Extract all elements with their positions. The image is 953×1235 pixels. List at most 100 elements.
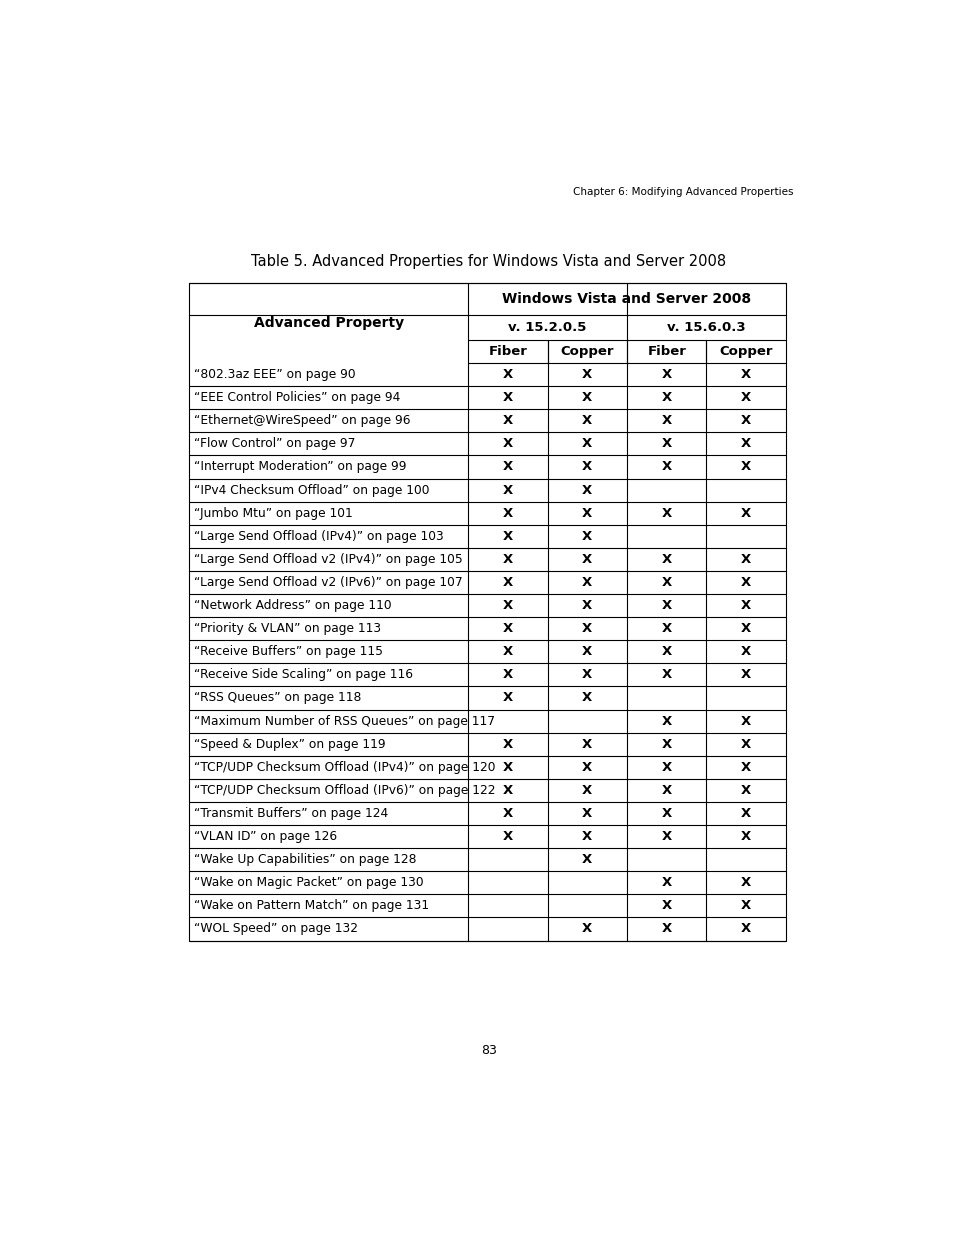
Text: X: X (740, 368, 750, 382)
Text: X: X (502, 668, 513, 682)
Text: “Wake Up Capabilities” on page 128: “Wake Up Capabilities” on page 128 (194, 853, 416, 866)
Text: Table 5. Advanced Properties for Windows Vista and Server 2008: Table 5. Advanced Properties for Windows… (251, 254, 726, 269)
Text: “VLAN ID” on page 126: “VLAN ID” on page 126 (194, 830, 337, 844)
Text: X: X (660, 784, 671, 797)
Text: X: X (740, 599, 750, 613)
Text: X: X (660, 368, 671, 382)
Text: X: X (581, 414, 592, 427)
Text: “Transmit Buffers” on page 124: “Transmit Buffers” on page 124 (194, 806, 388, 820)
Text: Fiber: Fiber (646, 345, 685, 358)
Text: X: X (660, 599, 671, 613)
Text: X: X (581, 506, 592, 520)
Text: X: X (502, 368, 513, 382)
Text: X: X (740, 622, 750, 635)
Text: X: X (502, 391, 513, 404)
Text: X: X (581, 461, 592, 473)
Text: Fiber: Fiber (488, 345, 527, 358)
Text: X: X (502, 692, 513, 704)
Text: X: X (740, 830, 750, 844)
Text: “Large Send Offload v2 (IPv6)” on page 107: “Large Send Offload v2 (IPv6)” on page 1… (194, 576, 462, 589)
Text: “802.3az EEE” on page 90: “802.3az EEE” on page 90 (194, 368, 355, 382)
Text: X: X (740, 437, 750, 451)
Text: “Ethernet@WireSpeed” on page 96: “Ethernet@WireSpeed” on page 96 (194, 414, 411, 427)
Text: X: X (581, 437, 592, 451)
Text: X: X (660, 761, 671, 774)
Text: X: X (660, 737, 671, 751)
Text: X: X (502, 484, 513, 496)
Text: “IPv4 Checksum Offload” on page 100: “IPv4 Checksum Offload” on page 100 (194, 484, 430, 496)
Text: “Jumbo Mtu” on page 101: “Jumbo Mtu” on page 101 (194, 506, 353, 520)
Text: X: X (740, 461, 750, 473)
Text: X: X (581, 737, 592, 751)
Text: “Large Send Offload (IPv4)” on page 103: “Large Send Offload (IPv4)” on page 103 (194, 530, 444, 542)
Text: X: X (502, 414, 513, 427)
Text: “Flow Control” on page 97: “Flow Control” on page 97 (194, 437, 355, 451)
Text: “Wake on Magic Packet” on page 130: “Wake on Magic Packet” on page 130 (194, 877, 423, 889)
Text: X: X (581, 761, 592, 774)
Text: X: X (581, 599, 592, 613)
Text: X: X (502, 599, 513, 613)
Text: X: X (660, 830, 671, 844)
Text: X: X (740, 784, 750, 797)
Text: X: X (502, 576, 513, 589)
Text: X: X (502, 830, 513, 844)
Text: X: X (502, 806, 513, 820)
Text: X: X (660, 506, 671, 520)
Text: X: X (581, 645, 592, 658)
Bar (189, 283, 785, 941)
Text: “TCP/UDP Checksum Offload (IPv4)” on page 120: “TCP/UDP Checksum Offload (IPv4)” on pag… (194, 761, 496, 774)
Text: X: X (502, 737, 513, 751)
Text: X: X (660, 899, 671, 913)
Text: X: X (502, 461, 513, 473)
Text: X: X (581, 576, 592, 589)
Text: v. 15.2.0.5: v. 15.2.0.5 (508, 321, 586, 335)
Text: X: X (740, 391, 750, 404)
Text: X: X (502, 437, 513, 451)
Text: X: X (502, 622, 513, 635)
Text: “Receive Side Scaling” on page 116: “Receive Side Scaling” on page 116 (194, 668, 413, 682)
Text: “Receive Buffers” on page 115: “Receive Buffers” on page 115 (194, 645, 383, 658)
Text: X: X (660, 437, 671, 451)
Text: X: X (660, 806, 671, 820)
Text: Chapter 6: Modifying Advanced Properties: Chapter 6: Modifying Advanced Properties (573, 186, 793, 196)
Text: X: X (502, 645, 513, 658)
Text: X: X (740, 761, 750, 774)
Text: X: X (502, 506, 513, 520)
Text: X: X (660, 391, 671, 404)
Text: “EEE Control Policies” on page 94: “EEE Control Policies” on page 94 (194, 391, 400, 404)
Text: “Large Send Offload v2 (IPv4)” on page 105: “Large Send Offload v2 (IPv4)” on page 1… (194, 553, 463, 566)
Text: X: X (740, 668, 750, 682)
Text: X: X (740, 899, 750, 913)
Text: X: X (660, 923, 671, 935)
Text: “TCP/UDP Checksum Offload (IPv6)” on page 122: “TCP/UDP Checksum Offload (IPv6)” on pag… (194, 784, 496, 797)
Text: X: X (740, 923, 750, 935)
Text: X: X (581, 622, 592, 635)
Text: “Speed & Duplex” on page 119: “Speed & Duplex” on page 119 (194, 737, 386, 751)
Text: X: X (581, 784, 592, 797)
Text: X: X (660, 877, 671, 889)
Text: X: X (581, 830, 592, 844)
Text: Windows Vista and Server 2008: Windows Vista and Server 2008 (502, 293, 751, 306)
Text: X: X (660, 553, 671, 566)
Text: X: X (740, 414, 750, 427)
Text: “Maximum Number of RSS Queues” on page 117: “Maximum Number of RSS Queues” on page 1… (194, 715, 495, 727)
Text: X: X (660, 622, 671, 635)
Text: v. 15.6.0.3: v. 15.6.0.3 (666, 321, 745, 335)
Text: X: X (660, 461, 671, 473)
Text: X: X (581, 853, 592, 866)
Text: “Wake on Pattern Match” on page 131: “Wake on Pattern Match” on page 131 (194, 899, 429, 913)
Text: Advanced Property: Advanced Property (253, 316, 403, 330)
Text: X: X (502, 530, 513, 542)
Text: X: X (740, 806, 750, 820)
Text: X: X (660, 668, 671, 682)
Text: X: X (740, 645, 750, 658)
Text: X: X (740, 553, 750, 566)
Text: 83: 83 (480, 1044, 497, 1057)
Text: “Interrupt Moderation” on page 99: “Interrupt Moderation” on page 99 (194, 461, 407, 473)
Text: “Priority & VLAN” on page 113: “Priority & VLAN” on page 113 (194, 622, 381, 635)
Text: X: X (581, 692, 592, 704)
Text: “WOL Speed” on page 132: “WOL Speed” on page 132 (194, 923, 358, 935)
Text: X: X (740, 576, 750, 589)
Text: Copper: Copper (560, 345, 614, 358)
Text: “RSS Queues” on page 118: “RSS Queues” on page 118 (194, 692, 361, 704)
